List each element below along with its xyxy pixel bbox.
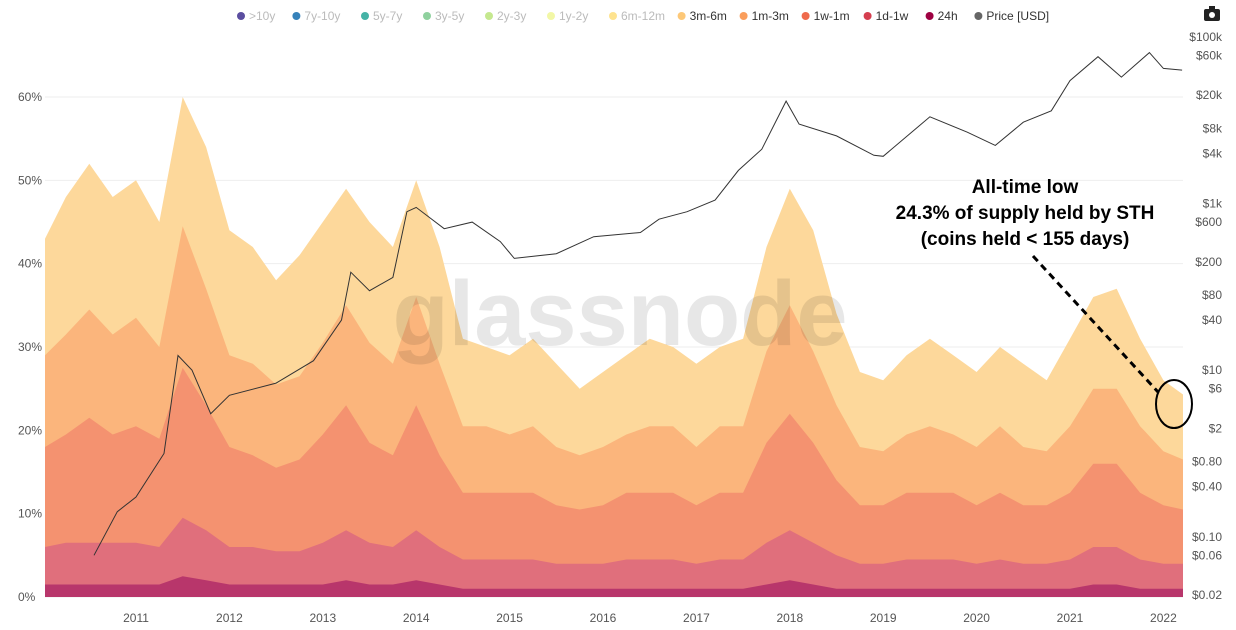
y-right-tick-label: $20k <box>1196 88 1223 102</box>
y-left-tick-label: 30% <box>18 340 42 354</box>
annotation-circle <box>1155 379 1193 429</box>
annotation-line-3: (coins held < 155 days) <box>921 229 1130 250</box>
y-axis-left: 0% 10% 20% 30% 40% 50% 60% <box>18 90 42 604</box>
legend-marker <box>739 12 748 20</box>
price-line <box>93 51 1183 556</box>
legend-item-Price [USD][interactable]: Price [USD] <box>974 9 1049 23</box>
y-right-tick-label: $0.10 <box>1192 530 1222 544</box>
legend-marker <box>925 12 934 20</box>
legend-label: 24h <box>938 9 958 23</box>
y-right-tick-label: $0.40 <box>1192 480 1222 494</box>
x-tick-label: 2012 <box>216 611 243 625</box>
legend-item-2y-3y[interactable]: 2y-3y <box>485 9 526 23</box>
legend-item-1y-2y[interactable]: 1y-2y <box>547 9 588 23</box>
legend-item-3y-5y[interactable]: 3y-5y <box>423 9 464 23</box>
legend-label: 6m-12m <box>621 9 665 23</box>
y-axis-right: $0.02 $0.06 $0.10 $0.40 $0.80 $2 $6 $10 $40 $80 $2… <box>1189 30 1223 602</box>
y-right-tick-label: $0.06 <box>1192 548 1222 562</box>
stacked-areas <box>45 97 1183 597</box>
legend-label: Price [USD] <box>986 9 1049 23</box>
legend-item-1w-1m[interactable]: 1w-1m <box>801 9 850 23</box>
legend-marker <box>292 12 301 20</box>
watermark: glassnode <box>392 263 847 365</box>
legend-item-6m-12m[interactable]: 6m-12m <box>609 9 665 23</box>
legend-label: 7y-10y <box>304 9 340 23</box>
area-24h <box>45 576 1183 597</box>
legend-label: 3m-6m <box>690 9 727 23</box>
y-left-tick-label: 40% <box>18 257 42 271</box>
legend-label: 1y-2y <box>559 9 588 23</box>
legend-marker <box>237 12 245 20</box>
y-right-tick-label: $100k <box>1189 30 1223 44</box>
y-right-tick-label: $600 <box>1195 215 1222 229</box>
legend-marker <box>974 12 983 20</box>
legend-item-3m-6m[interactable]: 3m-6m <box>677 9 727 23</box>
y-left-tick-label: 0% <box>18 590 36 604</box>
legend-marker <box>361 12 369 20</box>
legend-label: 3y-5y <box>435 9 464 23</box>
x-tick-label: 2020 <box>963 611 990 625</box>
x-tick-label: 2016 <box>590 611 617 625</box>
legend-item-1d-1w[interactable]: 1d-1w <box>863 9 909 23</box>
legend-marker <box>547 12 555 20</box>
y-right-tick-label: $8k <box>1203 121 1223 135</box>
y-right-tick-label: $4k <box>1203 146 1223 160</box>
y-right-tick-label: $80 <box>1202 288 1222 302</box>
y-left-tick-label: 20% <box>18 423 42 437</box>
x-tick-label: 2015 <box>496 611 523 625</box>
y-right-tick-label: $0.02 <box>1192 588 1222 602</box>
legend: >10y 7y-10y 5y-7y 3y-5y 2y-3y 1y-2y 6m-12m 3m-6… <box>237 9 1049 23</box>
y-right-tick-label: $60k <box>1196 48 1223 62</box>
annotation-line-2: 24.3% of supply held by STH <box>896 203 1155 224</box>
legend-marker <box>423 12 431 20</box>
legend-label: >10y <box>249 9 275 23</box>
legend-item-5y-7y[interactable]: 5y-7y <box>361 9 402 23</box>
annotation-arrow <box>1031 254 1160 394</box>
y-left-tick-label: 10% <box>18 507 42 521</box>
legend-label: 1w-1m <box>814 9 850 23</box>
legend-marker <box>677 12 686 20</box>
x-tick-label: 2017 <box>683 611 710 625</box>
y-right-tick-label: $1k <box>1203 197 1223 211</box>
x-tick-label: 2013 <box>309 611 336 625</box>
legend-label: 2y-3y <box>497 9 526 23</box>
area-1d-1w <box>45 517 1183 597</box>
y-right-tick-label: $200 <box>1195 255 1222 269</box>
y-left-tick-label: 60% <box>18 90 42 104</box>
legend-item-1m-3m[interactable]: 1m-3m <box>739 9 789 23</box>
legend-item->10y[interactable]: >10y <box>237 9 275 23</box>
legend-marker <box>485 12 493 20</box>
y-left-tick-label: 50% <box>18 173 42 187</box>
x-tick-label: 2022 <box>1150 611 1177 625</box>
x-tick-label: 2014 <box>403 611 430 625</box>
x-tick-label: 2011 <box>123 611 149 625</box>
x-axis: 2011 2012 2013 2014 2015 2016 2017 2018 2019 2020… <box>123 611 1177 625</box>
y-right-tick-label: $40 <box>1202 313 1222 327</box>
legend-item-24h[interactable]: 24h <box>925 9 958 23</box>
y-right-tick-label: $10 <box>1202 363 1222 377</box>
annotation: All-time low 24.3% of supply held by STH… <box>896 177 1193 429</box>
y-right-tick-label: $0.80 <box>1192 455 1222 469</box>
legend-marker <box>801 12 810 20</box>
legend-item-7y-10y[interactable]: 7y-10y <box>292 9 340 23</box>
legend-marker <box>863 12 872 20</box>
legend-marker <box>609 12 617 20</box>
x-tick-label: 2019 <box>870 611 897 625</box>
annotation-line-1: All-time low <box>972 177 1079 198</box>
y-right-tick-label: $2 <box>1209 421 1223 435</box>
x-tick-label: 2018 <box>776 611 803 625</box>
legend-label: 5y-7y <box>373 9 402 23</box>
legend-label: 1m-3m <box>752 9 789 23</box>
x-tick-label: 2021 <box>1057 611 1084 625</box>
camera-icon[interactable] <box>1204 6 1220 21</box>
legend-label: 1d-1w <box>876 9 909 23</box>
y-right-tick-label: $6 <box>1209 382 1223 396</box>
